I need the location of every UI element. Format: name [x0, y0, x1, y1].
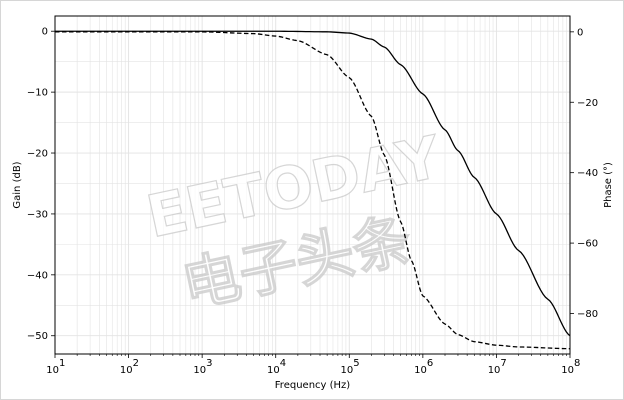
- plot-area-border: [54, 15, 571, 355]
- x-axis-label: Frequency (Hz): [275, 380, 351, 391]
- x-tick-label: 10: [267, 365, 280, 376]
- x-tick-label: 10: [341, 365, 354, 376]
- y-tick-label: −20: [27, 149, 48, 160]
- x-tick-label-exponent: 5: [353, 358, 359, 369]
- series-lines: [55, 30, 571, 350]
- x-tick-label-exponent: 7: [500, 358, 506, 369]
- axis-ticks: 1011021031041051061071080−10−20−30−40−50…: [27, 27, 598, 376]
- y-axis-label: Gain (dB): [12, 161, 23, 208]
- x-tick-label-exponent: 3: [206, 358, 212, 369]
- grid-lines: [54, 16, 570, 354]
- x-tick-label-exponent: 4: [280, 358, 286, 369]
- y2-tick-label: −80: [577, 309, 598, 320]
- x-tick-label-exponent: 8: [574, 358, 580, 369]
- y-tick-label: −50: [27, 331, 48, 342]
- y-tick-label: −10: [27, 88, 48, 99]
- x-tick-label: 10: [46, 365, 59, 376]
- y2-tick-label: −60: [577, 239, 598, 250]
- y2-tick-label: −40: [577, 168, 598, 179]
- x-tick-label: 10: [488, 365, 501, 376]
- phase-series-line: [55, 31, 571, 350]
- y-tick-label: 0: [42, 27, 48, 38]
- x-tick-label: 10: [561, 365, 574, 376]
- y-tick-label: −30: [27, 209, 48, 220]
- x-tick-label-exponent: 6: [427, 358, 433, 369]
- x-tick-label: 10: [193, 365, 206, 376]
- x-tick-label: 10: [120, 365, 133, 376]
- y2-axis-label: Phase (°): [603, 162, 614, 208]
- y2-tick-label: 0: [577, 27, 583, 38]
- y2-tick-label: −20: [577, 98, 598, 109]
- gain-series-line: [55, 30, 571, 337]
- x-tick-label: 10: [414, 365, 427, 376]
- x-tick-label-exponent: 1: [59, 358, 65, 369]
- x-tick-label-exponent: 2: [133, 358, 139, 369]
- y-tick-label: −40: [27, 270, 48, 281]
